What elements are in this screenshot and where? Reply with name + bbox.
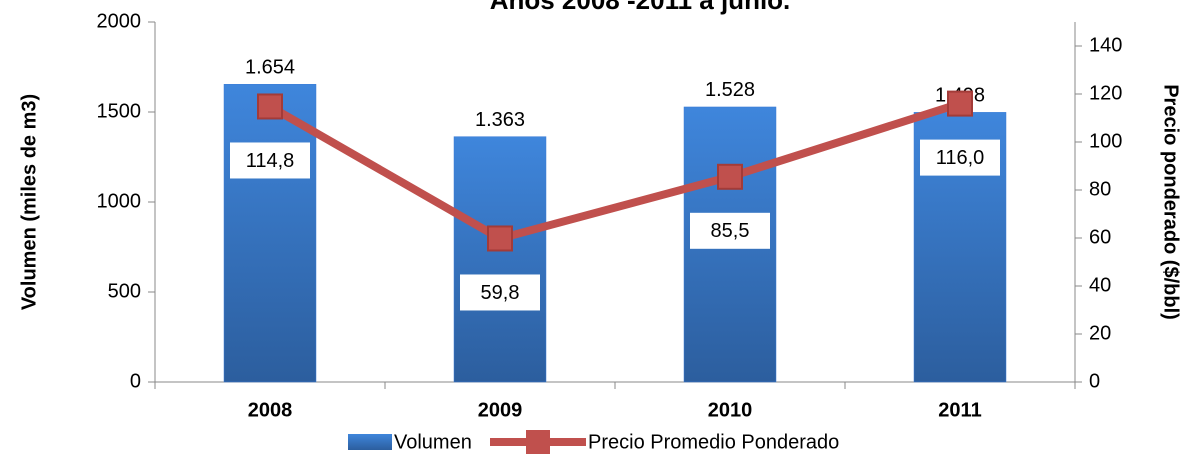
price-marker [947, 90, 973, 117]
bar-value-label: 1.363 [475, 109, 525, 131]
bar [453, 136, 547, 383]
y2-tick-label: 20 [1089, 322, 1111, 344]
y2-tick-label: 140 [1089, 34, 1122, 56]
y2-tick-label: 40 [1089, 274, 1111, 296]
y2-axis-label: Precio ponderado ($/bbl) [1160, 84, 1182, 320]
price-marker [257, 93, 283, 120]
y-axis-label: Volumen (miles de m3) [18, 94, 40, 310]
x-tick-label: 2010 [708, 399, 753, 421]
x-tick-label: 2009 [478, 399, 523, 421]
price-label-box [690, 212, 770, 249]
bar-value-label: 1.654 [245, 57, 295, 79]
legend-swatch [348, 434, 392, 450]
x-tick-label: 2011 [938, 399, 981, 421]
y-tick-label: 0 [130, 370, 141, 392]
y2-tick-label: 0 [1089, 370, 1100, 392]
y-tick-label: 2000 [97, 10, 142, 32]
x-tick-label: 2008 [248, 399, 293, 421]
y-tick-label: 1000 [97, 190, 142, 212]
chart-title: Años 2008 -2011 a junio. [490, 0, 791, 15]
y2-tick-label: 80 [1089, 178, 1111, 200]
y2-tick-label: 60 [1089, 226, 1111, 248]
legend-label: Precio Promedio Ponderado [588, 431, 839, 453]
price-marker [717, 163, 743, 190]
price-value-label: 114,8 [246, 150, 295, 172]
price-label-box [920, 139, 1000, 176]
y-tick-label: 1500 [97, 100, 142, 122]
price-value-label: 116,0 [936, 147, 985, 169]
price-marker [487, 225, 513, 252]
price-value-label: 59,8 [481, 282, 520, 304]
bar [223, 84, 317, 383]
legend-label: Volumen [394, 431, 472, 453]
bar-value-label: 1.528 [705, 79, 755, 101]
y2-tick-label: 120 [1089, 82, 1122, 104]
y2-tick-label: 100 [1089, 130, 1122, 152]
price-label-box [460, 274, 540, 311]
price-label-box [230, 142, 310, 179]
price-line [268, 99, 962, 243]
legend-marker [526, 430, 550, 454]
price-value-label: 85,5 [711, 220, 750, 242]
y-tick-label: 500 [108, 280, 141, 302]
